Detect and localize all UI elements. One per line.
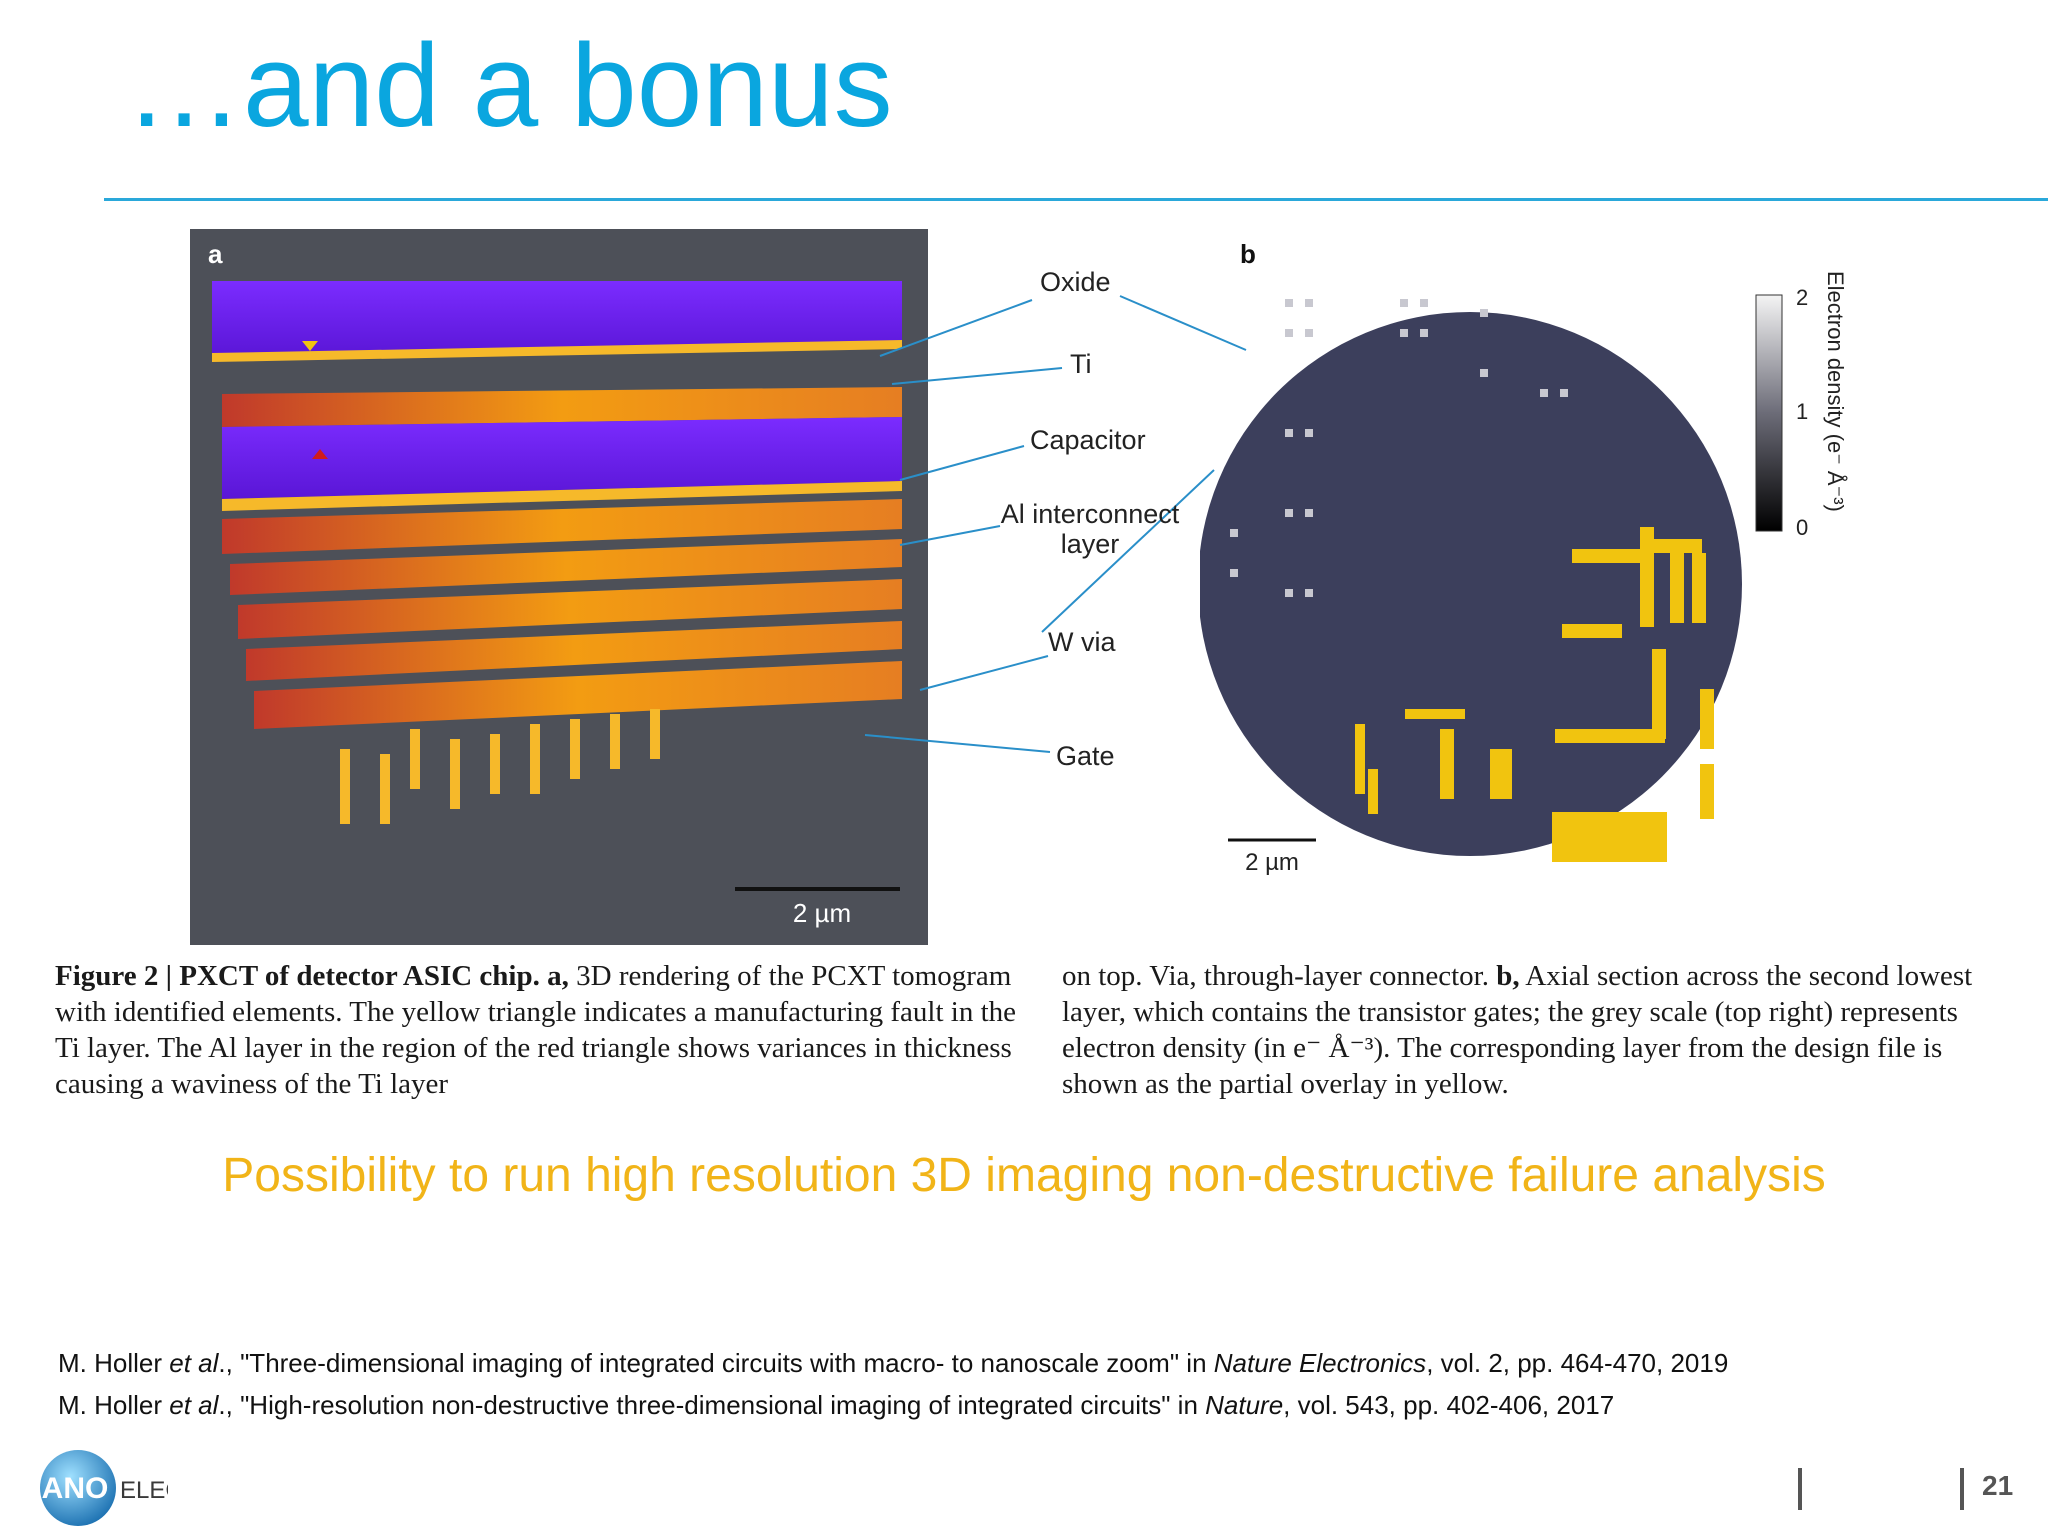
callout-oxide: Oxide [1040, 267, 1111, 297]
nanoelec-logo: NANO ELEC. [20, 1450, 168, 1526]
caption-right: on top. Via, through-layer connector. b,… [1062, 958, 2022, 1102]
colorbar-label: Electron density (e⁻ Å⁻³) [1823, 271, 1848, 512]
page-number: 21 [1982, 1470, 2014, 1501]
footer-divider-1 [1798, 1468, 1802, 1510]
caption-left: Figure 2 | PXCT of detector ASIC chip. a… [55, 958, 1020, 1102]
oxide-layer [212, 281, 902, 357]
caption-left-bold: Figure 2 | PXCT of detector ASIC chip. a… [55, 960, 569, 992]
title-divider [104, 198, 2048, 201]
figure-panel-a: 2 µm a [190, 229, 928, 945]
layer-7 [238, 579, 902, 639]
capacitor-layer [222, 417, 902, 499]
caption-right-text-1: on top. Via, through-layer connector. [1062, 960, 1497, 992]
gate-dots [1230, 299, 1568, 597]
layer-8 [246, 621, 902, 681]
al-interconnect-layer [222, 499, 902, 554]
w-via-columns [340, 709, 660, 824]
red-triangle-marker [312, 449, 328, 459]
layer-6 [230, 539, 902, 595]
panel-letter-a: a [208, 239, 223, 269]
colorbar [1755, 294, 1783, 532]
colorbar-tick-0: 0 [1796, 515, 1808, 540]
highlight-statement: Possibility to run high resolution 3D im… [222, 1149, 1826, 1202]
scale-label-a: 2 µm [793, 898, 851, 928]
yellow-triangle-marker [302, 341, 318, 351]
gate-layer [254, 661, 902, 729]
callout-gate: Gate [1056, 741, 1115, 771]
caption-right-text-2: Axial section across the second lowest l… [1062, 960, 1973, 1100]
figure-panel-b: 2 1 0 Electron density (e⁻ Å⁻³) 2 µm b [1200, 239, 1848, 876]
footer-divider-2 [1960, 1468, 1964, 1510]
caption-right-bold: b, [1496, 960, 1520, 992]
panel-letter-b: b [1240, 239, 1256, 269]
colorbar-tick-1: 1 [1796, 399, 1808, 424]
svg-text:ELEC.: ELEC. [120, 1477, 168, 1504]
svg-text:NANO: NANO [20, 1472, 108, 1505]
callout-al-interconnect: Al interconnect layer [1000, 499, 1180, 559]
references: M. Holler et al., "Three-dimensional ima… [58, 1342, 1728, 1426]
colorbar-tick-2: 2 [1796, 285, 1808, 310]
reference-2: M. Holler et al., "High-resolution non-d… [58, 1390, 1615, 1420]
layer-4 [222, 481, 902, 511]
design-overlay [1355, 527, 1714, 862]
callout-ti: Ti [1070, 349, 1092, 379]
reference-1: M. Holler et al., "Three-dimensional ima… [58, 1348, 1729, 1378]
slide-title: …and a bonus [125, 20, 893, 152]
axial-section-disc [1200, 312, 1742, 856]
ti-layer [212, 340, 902, 362]
caption-left-text: 3D rendering of the PCXT tomogram with i… [55, 960, 1016, 1100]
callout-capacitor: Capacitor [1030, 425, 1146, 455]
callout-w-via: W via [1048, 627, 1116, 657]
layer-3 [222, 387, 902, 427]
scale-label-b: 2 µm [1245, 849, 1299, 876]
